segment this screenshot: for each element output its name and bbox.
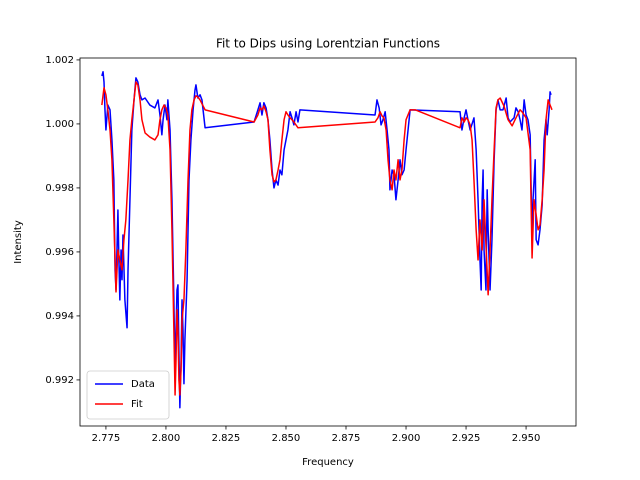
legend-box — [86, 370, 170, 420]
data-line — [101, 81, 553, 396]
chart-title: Fit to Dips using Lorentzian Functions — [216, 37, 440, 51]
x-axis-label: Frequency — [302, 457, 354, 468]
x-tick-label: 2.925 — [452, 433, 481, 444]
legend-label: Fit — [131, 399, 143, 410]
axes-frame — [79, 57, 577, 427]
y-tick-label: 1.000 — [45, 119, 74, 130]
plot-area — [101, 71, 553, 409]
y-tick-label: 0.992 — [45, 375, 74, 386]
y-axis-label: Intensity — [13, 220, 24, 264]
y-tick-label: 0.994 — [45, 311, 74, 322]
x-tick-label: 2.850 — [272, 433, 301, 444]
x-tick-label: 2.875 — [332, 433, 361, 444]
x-tick-label: 2.825 — [212, 433, 241, 444]
x-tick-label: 2.800 — [152, 433, 181, 444]
y-tick-label: 0.998 — [45, 183, 74, 194]
x-tick-label: 2.775 — [92, 433, 121, 444]
y-tick-label: 1.002 — [45, 55, 74, 66]
x-tick-label: 2.950 — [512, 433, 541, 444]
x-tick-label: 2.900 — [392, 433, 421, 444]
legend-label: Data — [131, 379, 155, 390]
y-tick-label: 0.996 — [45, 247, 74, 258]
data-line — [101, 71, 552, 409]
